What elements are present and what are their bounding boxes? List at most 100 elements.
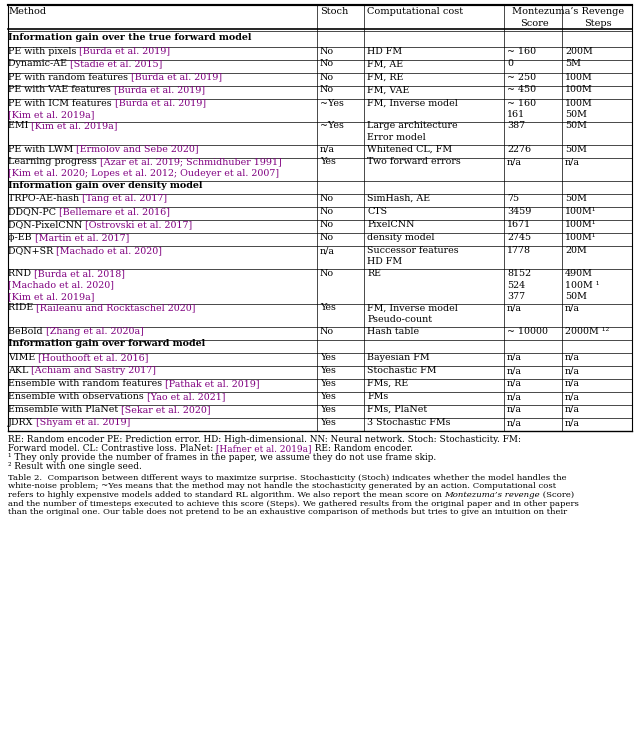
Text: [Burda et al. 2018]: [Burda et al. 2018] bbox=[34, 269, 125, 278]
Text: DQN+SR: DQN+SR bbox=[8, 246, 56, 255]
Text: [Kim et al. 2019a]: [Kim et al. 2019a] bbox=[8, 292, 95, 301]
Text: ~ 250: ~ 250 bbox=[507, 72, 536, 81]
Text: Information gain over density model: Information gain over density model bbox=[8, 181, 202, 189]
Text: n/a: n/a bbox=[565, 405, 580, 414]
Text: 1671: 1671 bbox=[507, 220, 531, 229]
Text: [Yao et al. 2021]: [Yao et al. 2021] bbox=[147, 392, 225, 401]
Text: ~Yes: ~Yes bbox=[320, 121, 344, 131]
Text: [Burda et al. 2019]: [Burda et al. 2019] bbox=[79, 47, 170, 56]
Text: JDRX: JDRX bbox=[8, 418, 36, 427]
Text: Bayesian FM: Bayesian FM bbox=[367, 353, 429, 362]
Text: and the number of timesteps executed to achieve this score (Steps). We gathered : and the number of timesteps executed to … bbox=[8, 499, 579, 507]
Text: Yes: Yes bbox=[320, 405, 336, 414]
Text: Montezuma’s Revenge: Montezuma’s Revenge bbox=[513, 7, 625, 17]
Text: [Houthooft et al. 2016]: [Houthooft et al. 2016] bbox=[38, 353, 148, 362]
Text: [Achiam and Sastry 2017]: [Achiam and Sastry 2017] bbox=[31, 366, 156, 375]
Text: 377: 377 bbox=[507, 292, 525, 301]
Text: [Burda et al. 2019]: [Burda et al. 2019] bbox=[114, 86, 205, 94]
Text: Stochastic FM: Stochastic FM bbox=[367, 366, 436, 375]
Text: n/a: n/a bbox=[507, 392, 522, 401]
Text: 5M: 5M bbox=[565, 59, 581, 69]
Text: n/a: n/a bbox=[565, 379, 580, 388]
Text: [Pathak et al. 2019]: [Pathak et al. 2019] bbox=[165, 379, 260, 388]
Text: No: No bbox=[320, 269, 334, 278]
Text: 100M¹: 100M¹ bbox=[565, 220, 596, 229]
Text: 100M¹: 100M¹ bbox=[565, 207, 596, 216]
Text: n/a: n/a bbox=[565, 392, 580, 401]
Text: ¹ They only provide the number of frames in the paper, we assume they do not use: ¹ They only provide the number of frames… bbox=[8, 453, 436, 462]
Text: Stoch: Stoch bbox=[320, 7, 348, 17]
Text: n/a: n/a bbox=[507, 418, 522, 427]
Text: 2276: 2276 bbox=[507, 145, 531, 154]
Text: 8152: 8152 bbox=[507, 269, 531, 278]
Text: RE: RE bbox=[367, 269, 381, 278]
Text: CTS: CTS bbox=[367, 207, 387, 216]
Text: than the original one. Our table does not pretend to be an exhaustive comparison: than the original one. Our table does no… bbox=[8, 508, 567, 516]
Text: PE with pixels: PE with pixels bbox=[8, 47, 79, 56]
Text: No: No bbox=[320, 59, 334, 69]
Text: n/a: n/a bbox=[507, 405, 522, 414]
Text: white-noise problem; ~Yes means that the method may not handle the stochasticity: white-noise problem; ~Yes means that the… bbox=[8, 482, 556, 491]
Text: [Sekar et al. 2020]: [Sekar et al. 2020] bbox=[121, 405, 211, 414]
Text: ~ 160: ~ 160 bbox=[507, 99, 536, 107]
Text: ~Yes: ~Yes bbox=[320, 99, 344, 107]
Text: Table 2.  Comparison between different ways to maximize surprise. Stochasticity : Table 2. Comparison between different wa… bbox=[8, 474, 566, 482]
Text: RE: Random encoder.: RE: Random encoder. bbox=[312, 444, 413, 453]
Text: 100M¹: 100M¹ bbox=[565, 233, 596, 242]
Text: 0: 0 bbox=[507, 59, 513, 69]
Text: [Stadie et al. 2015]: [Stadie et al. 2015] bbox=[70, 59, 163, 69]
Text: n/a: n/a bbox=[507, 157, 522, 167]
Text: 50M: 50M bbox=[565, 194, 587, 203]
Text: Computational cost: Computational cost bbox=[367, 7, 463, 17]
Text: [Burda et al. 2019]: [Burda et al. 2019] bbox=[131, 72, 222, 81]
Text: n/a: n/a bbox=[565, 366, 580, 375]
Text: No: No bbox=[320, 72, 334, 81]
Text: 100M ¹: 100M ¹ bbox=[565, 281, 600, 289]
Text: Pseudo-count: Pseudo-count bbox=[367, 315, 432, 324]
Text: 3 Stochastic FMs: 3 Stochastic FMs bbox=[367, 418, 451, 427]
Text: EMI: EMI bbox=[8, 121, 31, 131]
Text: 75: 75 bbox=[507, 194, 519, 203]
Text: Method: Method bbox=[8, 7, 46, 17]
Text: FM, AE: FM, AE bbox=[367, 59, 403, 69]
Text: 490M: 490M bbox=[565, 269, 593, 278]
Text: 100M: 100M bbox=[565, 72, 593, 81]
Text: Error model: Error model bbox=[367, 133, 426, 142]
Text: FM, RE: FM, RE bbox=[367, 72, 403, 81]
Text: Information gain over forward model: Information gain over forward model bbox=[8, 339, 205, 349]
Text: Steps: Steps bbox=[584, 18, 611, 28]
Text: [Machado et al. 2020]: [Machado et al. 2020] bbox=[56, 246, 163, 255]
Text: 1778: 1778 bbox=[507, 246, 531, 255]
Text: HD FM: HD FM bbox=[367, 47, 402, 56]
Text: No: No bbox=[320, 207, 334, 216]
Text: ϕ-EB: ϕ-EB bbox=[8, 233, 35, 242]
Text: ~ 10000: ~ 10000 bbox=[507, 327, 548, 336]
Text: 3459: 3459 bbox=[507, 207, 531, 216]
Text: Yes: Yes bbox=[320, 157, 336, 167]
Text: (Score): (Score) bbox=[540, 491, 575, 499]
Text: 50M: 50M bbox=[565, 121, 587, 131]
Text: Yes: Yes bbox=[320, 366, 336, 375]
Text: refers to highly expensive models added to standard RL algorithm. We also report: refers to highly expensive models added … bbox=[8, 491, 445, 499]
Text: 200M: 200M bbox=[565, 47, 593, 56]
Text: FMs: FMs bbox=[367, 392, 388, 401]
Text: PE with ICM features: PE with ICM features bbox=[8, 99, 115, 107]
Text: No: No bbox=[320, 233, 334, 242]
Text: [Kim et al. 2019a]: [Kim et al. 2019a] bbox=[31, 121, 118, 131]
Text: n/a: n/a bbox=[507, 379, 522, 388]
Text: Score: Score bbox=[520, 18, 548, 28]
Text: 50M: 50M bbox=[565, 110, 587, 119]
Text: Learning progress: Learning progress bbox=[8, 157, 100, 167]
Text: Whitened CL, FM: Whitened CL, FM bbox=[367, 145, 452, 154]
Text: Yes: Yes bbox=[320, 379, 336, 388]
Text: RE: Random encoder PE: Prediction error. HD: High-dimensional. NN: Neural networ: RE: Random encoder PE: Prediction error.… bbox=[8, 435, 521, 444]
Text: 387: 387 bbox=[507, 121, 525, 131]
Text: [Hafner et al. 2019a]: [Hafner et al. 2019a] bbox=[216, 444, 312, 453]
Text: [Ermolov and Sebe 2020]: [Ermolov and Sebe 2020] bbox=[76, 145, 199, 154]
Text: n/a: n/a bbox=[507, 303, 522, 312]
Text: [Bellemare et al. 2016]: [Bellemare et al. 2016] bbox=[59, 207, 170, 216]
Text: VIME: VIME bbox=[8, 353, 38, 362]
Text: DDQN-PC: DDQN-PC bbox=[8, 207, 59, 216]
Text: Hash table: Hash table bbox=[367, 327, 419, 336]
Text: n/a: n/a bbox=[565, 303, 580, 312]
